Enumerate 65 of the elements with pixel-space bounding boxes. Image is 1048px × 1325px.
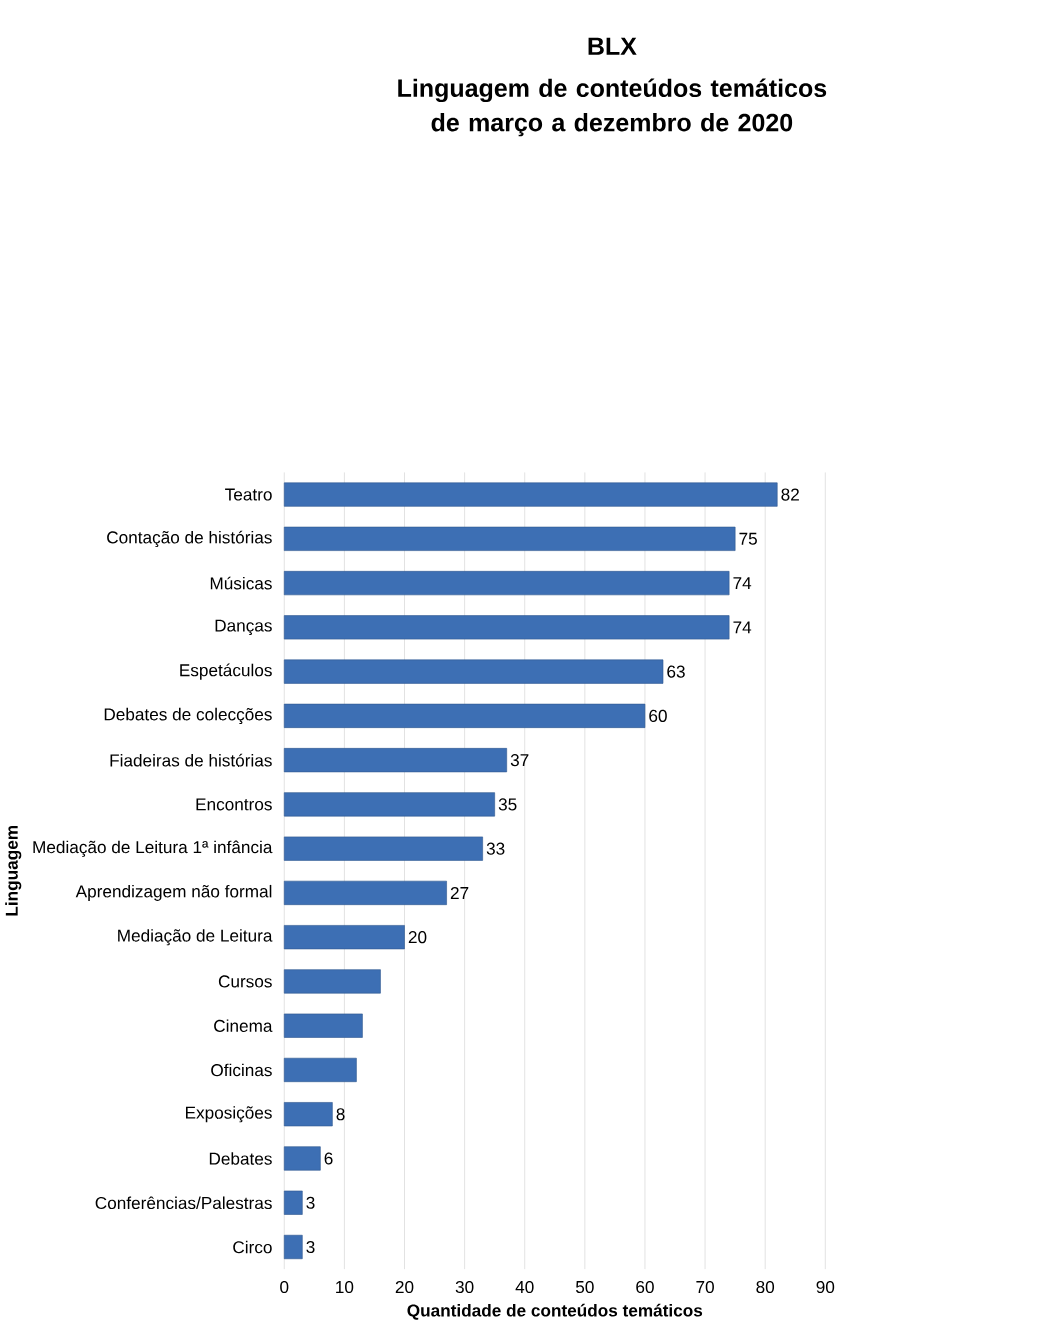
y-tick-label: Danças <box>215 619 272 636</box>
data-label: 20 <box>408 931 427 944</box>
bar <box>284 1234 303 1260</box>
y-tick-label: Debates <box>209 1152 272 1165</box>
bar <box>284 659 664 684</box>
x-tick-label: 50 <box>576 1280 594 1294</box>
bar <box>284 571 730 596</box>
y-tick-label: Mediação de Leitura <box>118 929 273 946</box>
data-label: 37 <box>510 754 529 767</box>
data-label: 3 <box>306 1196 315 1209</box>
x-axis-title: Quantidade de conteúdos temáticos <box>407 1303 703 1320</box>
y-tick-label: Mediação de Leitura 1ª infância <box>33 840 273 857</box>
chart-subtitle: Linguagem de conteúdos temáticos de março a dezembro de 2020 <box>398 78 827 137</box>
y-tick-label: Cinema <box>214 1019 273 1033</box>
chart-title: BLX <box>588 37 637 55</box>
y-tick-label: Circo <box>233 1240 272 1254</box>
x-tick-label: 90 <box>816 1280 835 1294</box>
y-tick-label: Espetáculos <box>180 663 272 680</box>
x-tick-label: 20 <box>395 1280 414 1294</box>
y-tick-label: Encontros <box>196 798 272 811</box>
bar <box>284 1190 303 1215</box>
y-tick-label: Cursos <box>218 975 272 988</box>
bar <box>284 969 381 994</box>
bar <box>284 1102 333 1127</box>
data-label: 33 <box>486 842 505 855</box>
bar <box>284 1146 321 1171</box>
data-label: 8 <box>336 1108 345 1121</box>
data-label: 27 <box>450 886 469 899</box>
x-tick-label: 60 <box>636 1280 654 1294</box>
data-label: 35 <box>498 798 517 811</box>
y-tick-label: Aprendizagem não formal <box>75 884 272 901</box>
data-label: 75 <box>739 532 758 545</box>
data-label: 3 <box>306 1240 315 1254</box>
bar <box>284 1057 357 1083</box>
bar <box>284 615 730 640</box>
data-label: 82 <box>781 488 799 501</box>
data-label: 60 <box>649 709 667 722</box>
bar <box>284 526 736 551</box>
bar <box>284 880 447 905</box>
y-tick-label: Conferências/Palestras <box>95 1196 272 1210</box>
y-tick-label: Teatro <box>225 488 272 501</box>
y-axis-title: Linguagem <box>5 826 22 916</box>
y-tick-label: Músicas <box>210 576 272 590</box>
x-tick-label: 80 <box>756 1280 775 1294</box>
x-tick-label: 70 <box>696 1280 715 1294</box>
y-tick-label: Contação de histórias <box>107 530 272 547</box>
bar <box>284 748 508 773</box>
bar <box>284 836 484 861</box>
y-tick-label: Fiadeiras de histórias <box>110 753 272 767</box>
y-tick-label: Oficinas <box>211 1063 272 1077</box>
bar <box>284 482 778 507</box>
data-label: 74 <box>733 621 752 634</box>
bar <box>284 925 405 950</box>
bar <box>284 792 496 817</box>
x-tick-label: 0 <box>280 1280 289 1294</box>
bar <box>284 703 646 728</box>
data-label: 74 <box>733 577 752 590</box>
y-tick-label: Exposições <box>186 1106 272 1123</box>
x-tick-label: 30 <box>455 1280 474 1294</box>
bar <box>284 1013 363 1038</box>
y-tick-label: Debates de colecções <box>104 707 272 724</box>
x-tick-label: 10 <box>336 1280 354 1294</box>
data-label: 63 <box>667 665 685 678</box>
x-tick-label: 40 <box>515 1280 534 1294</box>
data-label: 6 <box>324 1152 333 1165</box>
